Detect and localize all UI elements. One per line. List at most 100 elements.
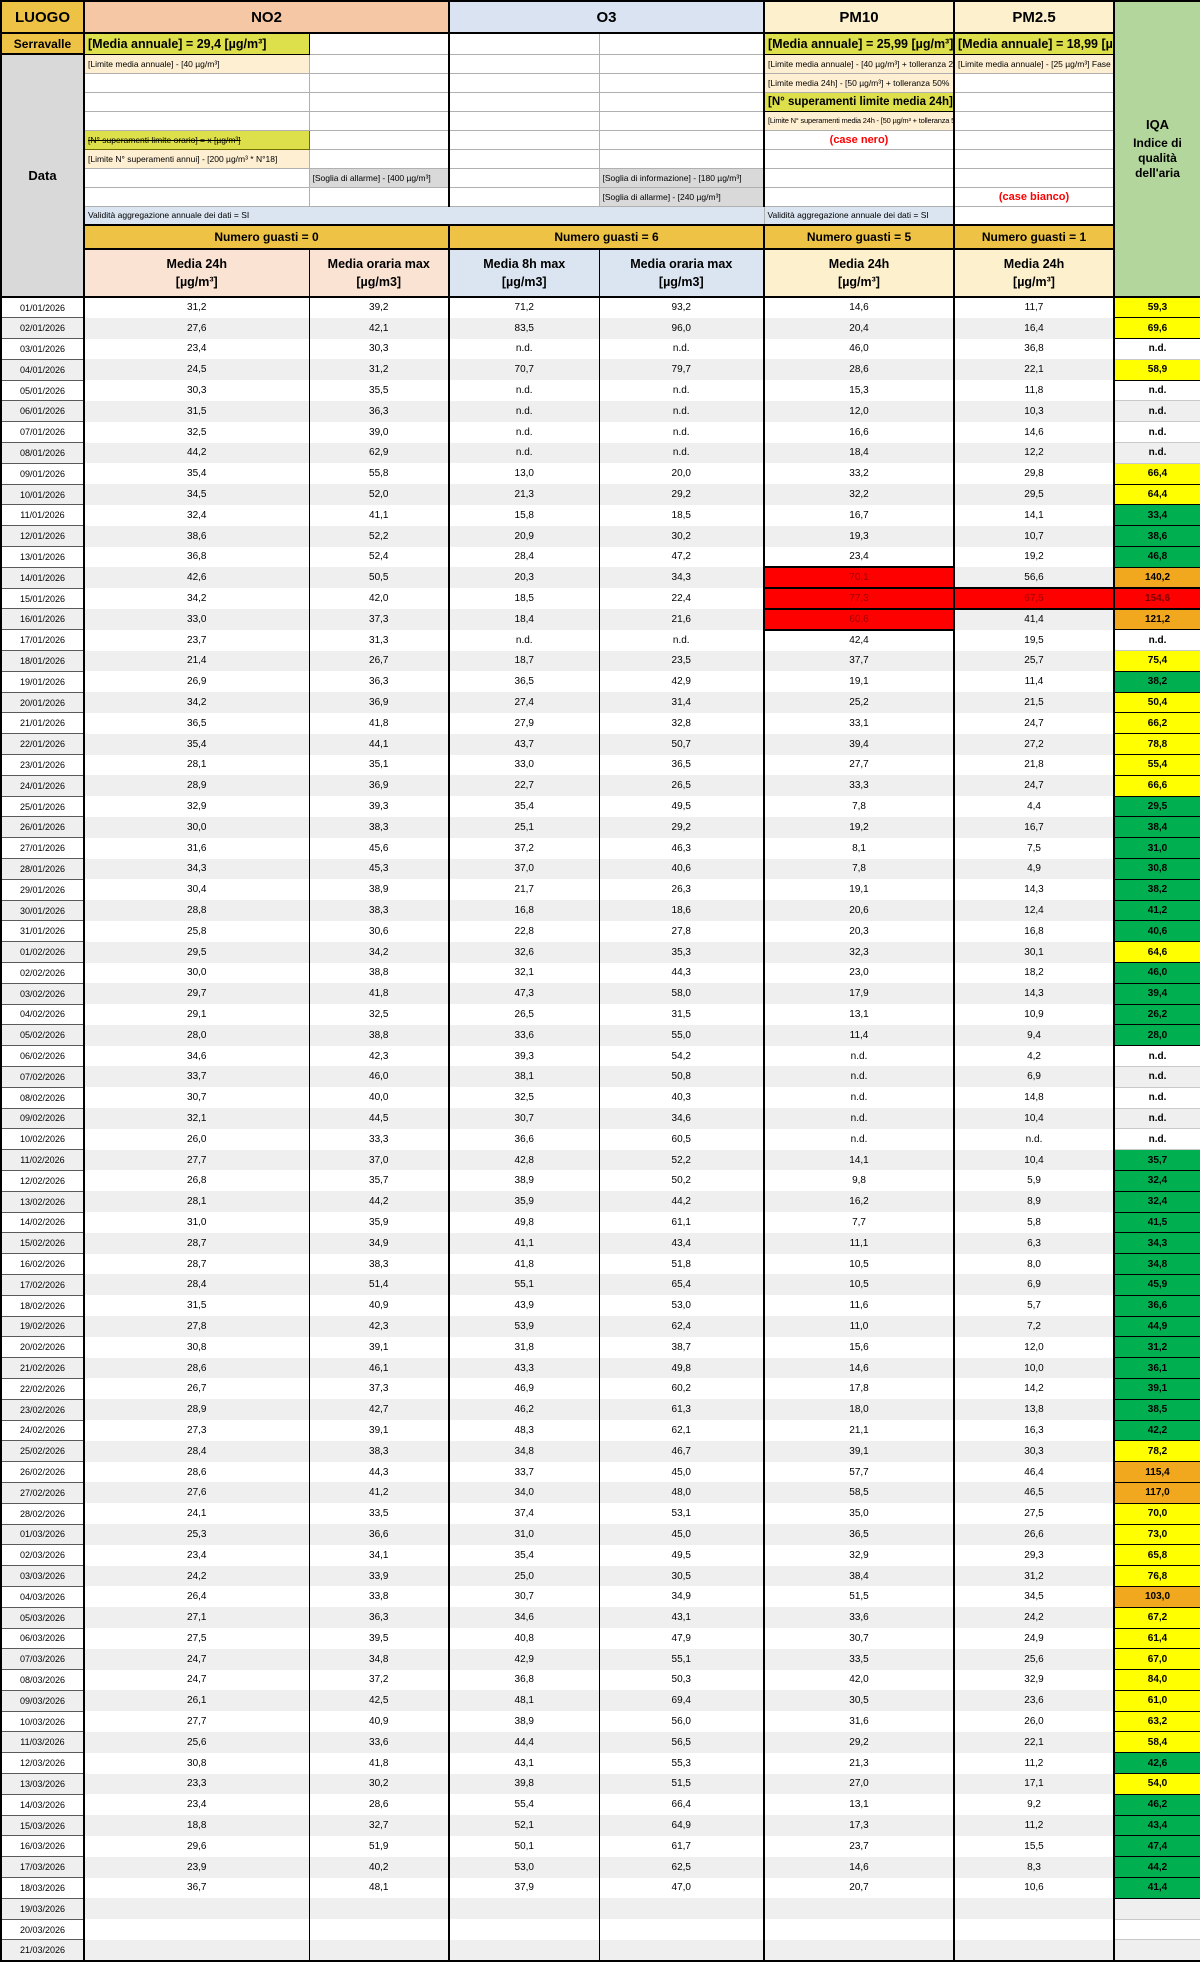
no2-media24h-cell[interactable]: 23,4 [84,1794,310,1816]
o3-8h-max-cell[interactable]: 16,8 [449,900,600,921]
o3-oraria-max-cell[interactable]: 96,0 [599,317,766,339]
pm25-media24h-cell[interactable]: 10,4 [954,1149,1116,1171]
o3-oraria-max-cell[interactable]: n.d. [599,380,766,401]
no2-oraria-max-cell[interactable]: 41,1 [309,504,450,526]
pm10-media24h-column-header[interactable]: Media 24h [µg/m³] [763,248,956,298]
no2-oraria-max-cell[interactable] [309,1898,450,1920]
date-cell[interactable]: 19/01/2026 [0,671,85,693]
o3-oraria-max-cell[interactable]: 40,6 [599,858,766,880]
pm10-media24h-cell[interactable]: 36,5 [764,1524,956,1545]
no2-oraria-max-cell[interactable]: 42,0 [309,588,450,609]
date-cell[interactable]: 20/01/2026 [0,692,85,714]
iqa-value-cell[interactable]: n.d. [1114,421,1200,444]
o3-oraria-max-cell[interactable]: 47,0 [599,1877,766,1899]
location-cell[interactable]: Serravalle [0,32,85,55]
iqa-value-cell[interactable]: 26,2 [1113,1003,1200,1026]
pm10-media24h-cell[interactable]: 46,0 [764,338,956,360]
o3-8h-max-cell[interactable]: 41,1 [449,1232,600,1254]
iqa-value-cell[interactable]: 28,0 [1113,1024,1200,1047]
pm25-media24h-cell[interactable]: 16,4 [954,317,1116,339]
no2-media24h-cell[interactable]: 32,4 [84,504,310,526]
iqa-value-cell[interactable]: 65,8 [1113,1544,1200,1567]
date-cell[interactable]: 10/01/2026 [0,484,85,506]
date-cell[interactable]: 17/01/2026 [0,629,85,652]
no2-oraria-max-cell[interactable]: 51,9 [309,1835,450,1857]
no2-media24h-cell[interactable]: 32,1 [84,1108,310,1129]
o3-oraria-max-column-header[interactable]: Media oraria max [µg/m3] [598,248,766,298]
date-cell[interactable]: 15/03/2026 [0,1815,85,1837]
o3-8h-max-cell[interactable] [449,1898,600,1920]
no2-oraria-max-cell[interactable]: 30,6 [309,920,450,942]
o3-oraria-max-cell[interactable]: n.d. [599,442,766,464]
pm25-media24h-cell[interactable]: 10,3 [954,400,1116,422]
no2-oraria-max-cell[interactable]: 37,3 [309,1378,450,1400]
o3-8h-max-cell[interactable]: 25,0 [449,1565,600,1587]
pm25-media24h-cell[interactable]: 8,3 [954,1856,1116,1878]
date-cell[interactable]: 28/01/2026 [0,858,85,880]
pm25-media24h-cell[interactable]: 67,5 [953,587,1116,610]
pm25-media24h-cell[interactable]: 4,9 [954,858,1116,880]
o3-oraria-max-cell[interactable]: 18,5 [599,504,766,526]
pm25-media24h-cell[interactable]: 19,5 [954,629,1116,651]
pm10-media24h-cell[interactable]: 7,8 [764,858,956,880]
no2-media24h-cell[interactable]: 21,4 [84,650,310,672]
date-cell[interactable]: 18/03/2026 [0,1877,85,1899]
iqa-value-cell[interactable]: 39,1 [1113,1377,1200,1400]
pm25-media24h-cell[interactable]: 5,7 [954,1295,1116,1317]
o3-oraria-max-cell[interactable]: 45,0 [599,1461,766,1483]
pm10-media24h-cell[interactable]: 13,1 [764,1004,956,1025]
pm25-media24h-cell[interactable]: 46,4 [954,1461,1116,1483]
iqa-value-cell[interactable]: 32,4 [1113,1169,1200,1192]
no2-oraria-max-cell[interactable]: 39,5 [309,1628,450,1649]
o3-8h-max-cell[interactable]: 48,1 [449,1690,600,1712]
pm25-media24h-cell[interactable]: 24,7 [954,712,1116,734]
no2-oraria-max-cell[interactable]: 52,4 [309,546,450,568]
no2-oraria-max-cell[interactable]: 36,6 [309,1524,450,1545]
no2-oraria-max-cell[interactable]: 39,0 [309,421,450,443]
pm25-media24h-cell[interactable]: 30,3 [954,1440,1116,1462]
date-cell[interactable]: 06/03/2026 [0,1628,85,1650]
pm25-media24h-cell[interactable]: 7,5 [954,837,1116,859]
o3-oraria-max-cell[interactable]: 54,2 [599,1045,766,1067]
o3-oraria-max-cell[interactable]: 51,8 [599,1253,766,1275]
iqa-value-cell[interactable]: 58,9 [1113,358,1200,381]
no2-media24h-cell[interactable]: 24,1 [84,1503,310,1525]
pm10-media24h-cell[interactable]: n.d. [764,1108,956,1129]
o3-8h-max-cell[interactable]: 31,8 [449,1336,600,1358]
no2-oraria-max-cell[interactable]: 34,9 [309,1232,450,1254]
pm10-media24h-cell[interactable]: 32,2 [764,484,956,505]
pm10-media24h-cell[interactable]: 9,8 [764,1170,956,1192]
no2-media24h-cell[interactable]: 25,3 [84,1524,310,1545]
o3-8h-max-cell[interactable]: 21,7 [449,879,600,901]
o3-8h-max-cell[interactable]: 41,8 [449,1253,600,1275]
no2-oraria-max-cell[interactable]: 50,5 [309,567,450,589]
no2-oraria-max-cell[interactable] [309,1939,450,1961]
pm25-media24h-cell[interactable]: 24,9 [954,1628,1116,1649]
pm25-media24h-cell[interactable]: 5,8 [954,1212,1116,1233]
o3-8h-max-cell[interactable]: 13,0 [449,463,600,485]
iqa-value-cell[interactable]: 103,0 [1113,1585,1200,1608]
date-cell[interactable]: 01/01/2026 [0,297,85,319]
o3-oraria-max-cell[interactable]: 31,5 [599,1004,766,1025]
pm25-media24h-cell[interactable]: 27,5 [954,1503,1116,1525]
o3-8h-max-cell[interactable]: 40,8 [449,1628,600,1649]
date-cell[interactable]: 14/03/2026 [0,1794,85,1816]
o3-oraria-max-cell[interactable]: 55,3 [599,1752,766,1774]
o3-8h-max-cell[interactable]: 43,1 [449,1752,600,1774]
pm10-media24h-cell[interactable]: 14,6 [764,1856,956,1878]
pm25-media24h-cell[interactable]: 16,3 [954,1420,1116,1441]
date-cell[interactable]: 03/02/2026 [0,983,85,1005]
no2-media24h-cell[interactable]: 28,6 [84,1461,310,1483]
no2-media24h-cell[interactable]: 24,5 [84,359,310,381]
date-cell[interactable]: 24/02/2026 [0,1420,85,1442]
o3-oraria-max-cell[interactable]: 50,8 [599,1066,766,1088]
date-cell[interactable]: 15/01/2026 [0,588,85,610]
o3-oraria-max-cell[interactable]: 61,3 [599,1399,766,1421]
iqa-value-cell[interactable] [1114,1898,1200,1920]
o3-oraria-max-cell[interactable]: 40,3 [599,1087,766,1109]
pm25-media24h-cell[interactable]: 56,6 [954,567,1116,589]
no2-oraria-max-cell[interactable]: 41,2 [309,1482,450,1504]
no2-media24h-cell[interactable]: 44,2 [84,442,310,464]
pm10-annual-limit-cell[interactable]: [Limite media annuale] - [40 µg/m³] + to… [763,53,956,74]
o3-8h-max-cell[interactable]: 52,1 [449,1815,600,1836]
